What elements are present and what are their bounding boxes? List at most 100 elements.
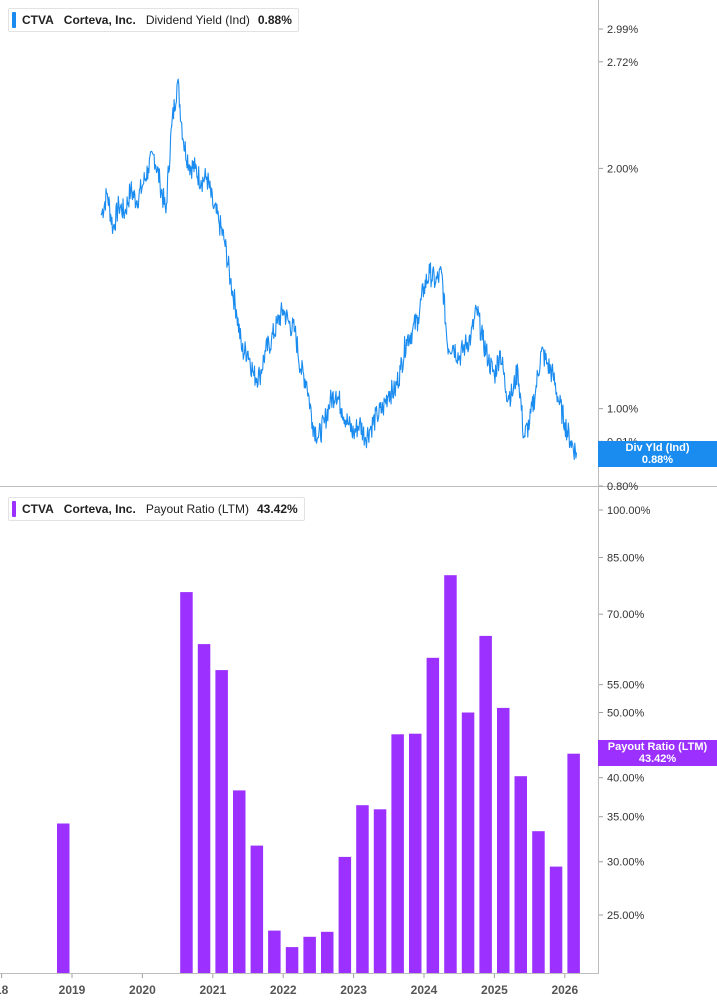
dividend-yield-point — [464, 344, 466, 347]
payout-ratio-bar — [215, 670, 228, 973]
dividend-yield-point — [546, 362, 548, 364]
dividend-yield-point — [529, 422, 531, 424]
payout-ratio-bar — [57, 823, 70, 973]
legend-value: 43.42% — [256, 502, 298, 516]
payout-ratio-bar — [444, 575, 457, 973]
x-tick-label: 2021 — [199, 983, 226, 997]
dividend-yield-point — [399, 368, 402, 370]
dividend-yield-point — [487, 359, 490, 361]
dividend-yield-point — [288, 322, 290, 324]
legend-metric: Payout Ratio (LTM) — [145, 502, 249, 516]
dividend-yield-point — [358, 422, 361, 424]
dividend-yield-point — [482, 339, 484, 341]
dividend-yield-point — [417, 317, 419, 319]
dividend-yield-legend[interactable]: CTVA Corteva, Inc. Dividend Yield (Ind) … — [8, 8, 299, 32]
dividend-yield-point — [511, 394, 513, 396]
dividend-yield-point — [218, 220, 220, 222]
dividend-yield-point — [276, 322, 278, 324]
payout-ratio-tick-label: 70.00% — [607, 609, 645, 621]
dividend-yield-point — [505, 391, 507, 393]
dividend-yield-point — [282, 309, 284, 311]
dividend-yield-point — [388, 391, 390, 393]
dividend-yield-point — [323, 422, 325, 424]
dividend-yield-point — [265, 350, 267, 352]
dividend-yield-point — [247, 350, 249, 352]
payout-ratio-bar — [373, 809, 387, 973]
dividend-yield-point — [552, 375, 554, 377]
dividend-yield-point — [364, 437, 366, 439]
dividend-yield-point — [153, 154, 155, 156]
payout-ratio-tick-label: 55.00% — [607, 680, 645, 692]
x-tick-label: 18 — [0, 983, 9, 997]
dividend-yield-tick-label: 0.80% — [607, 481, 638, 493]
dividend-yield-point — [540, 350, 542, 352]
payout-ratio-bar — [479, 635, 492, 973]
payout-ratio-bar — [285, 947, 299, 973]
dividend-yield-point — [423, 286, 425, 288]
payout-ratio-bar — [180, 592, 193, 973]
dividend-yield-point — [306, 381, 308, 383]
payout-ratio-bar — [338, 856, 352, 973]
dividend-yield-point — [493, 375, 495, 377]
dividend-yield-point — [212, 204, 214, 206]
payout-ratio-tick-label: 100.00% — [607, 505, 651, 517]
legend-company: Corteva, Inc. — [63, 13, 136, 27]
dividend-yield-point — [411, 330, 413, 332]
dividend-yield-point — [200, 180, 202, 182]
dividend-yield-point — [311, 422, 314, 424]
payout-ratio-bar — [233, 790, 246, 973]
dividend-yield-point — [370, 425, 372, 427]
dividend-yield-point — [147, 167, 149, 169]
x-tick-label: 2026 — [551, 983, 578, 997]
payout-ratio-bar — [321, 931, 334, 973]
dividend-yield-tick-label: 2.72% — [607, 57, 638, 69]
payout-ratio-bar — [303, 936, 316, 973]
dividend-yield-tick-label: 1.00% — [607, 404, 638, 416]
dividend-yield-point — [446, 344, 449, 347]
legend-ticker: CTVA — [22, 502, 54, 516]
dividend-yield-point — [476, 309, 478, 311]
dividend-yield-point — [564, 422, 566, 424]
dividend-yield-point — [194, 167, 196, 169]
legend-value: 0.88% — [257, 13, 292, 27]
dividend-yield-point — [382, 408, 384, 410]
dividend-yield-point — [241, 350, 243, 352]
dividend-yield-point — [182, 141, 185, 143]
dividend-yield-point — [429, 272, 431, 274]
dividend-yield-point — [177, 80, 179, 83]
x-tick-label: 2020 — [129, 983, 156, 997]
series-color-swatch — [12, 501, 16, 517]
dividend-yield-tick-label: 2.99% — [607, 24, 638, 36]
payout-ratio-y-axis: 100.00%85.00%70.00%55.00%50.00%45.00%40.… — [599, 505, 651, 922]
legend-ticker: CTVA — [22, 13, 54, 27]
series-color-swatch — [12, 12, 16, 28]
time-x-axis: 18 2019 2020 2021 2022 2023 2024 2025 2026 — [0, 974, 578, 997]
dividend-yield-point — [124, 212, 126, 214]
tag-title: Div Yld (Ind) — [625, 442, 690, 454]
dividend-yield-point — [112, 228, 114, 230]
dividend-yield-point — [165, 212, 167, 214]
payout-ratio-bar — [391, 734, 404, 973]
dividend-yield-point — [341, 408, 343, 410]
dividend-yield-point — [100, 214, 102, 216]
dividend-yield-point — [270, 339, 273, 341]
dividend-yield-last-value-tag: Div Yld (Ind) 0.88% — [598, 441, 717, 467]
payout-ratio-bar — [461, 712, 475, 973]
dividend-yield-point — [329, 401, 331, 403]
tag-value: 0.88% — [641, 454, 674, 466]
payout-ratio-bar — [197, 644, 211, 973]
dividend-yield-point — [130, 189, 132, 191]
payout-ratio-legend[interactable]: CTVA Corteva, Inc. Payout Ratio (LTM) 43… — [8, 497, 305, 521]
payout-ratio-tick-label: 85.00% — [607, 552, 645, 564]
dividend-yield-point — [570, 440, 572, 442]
dividend-yield-point — [394, 391, 396, 393]
legend-metric: Dividend Yield (Ind) — [145, 13, 250, 27]
x-tick-label: 2025 — [481, 983, 508, 997]
payout-ratio-bar — [250, 845, 264, 973]
payout-ratio-plot — [57, 575, 580, 973]
dividend-yield-point — [517, 368, 519, 370]
payout-ratio-tick-label: 30.00% — [607, 857, 645, 869]
dividend-yield-point — [575, 452, 578, 454]
dividend-yield-point — [188, 164, 190, 166]
